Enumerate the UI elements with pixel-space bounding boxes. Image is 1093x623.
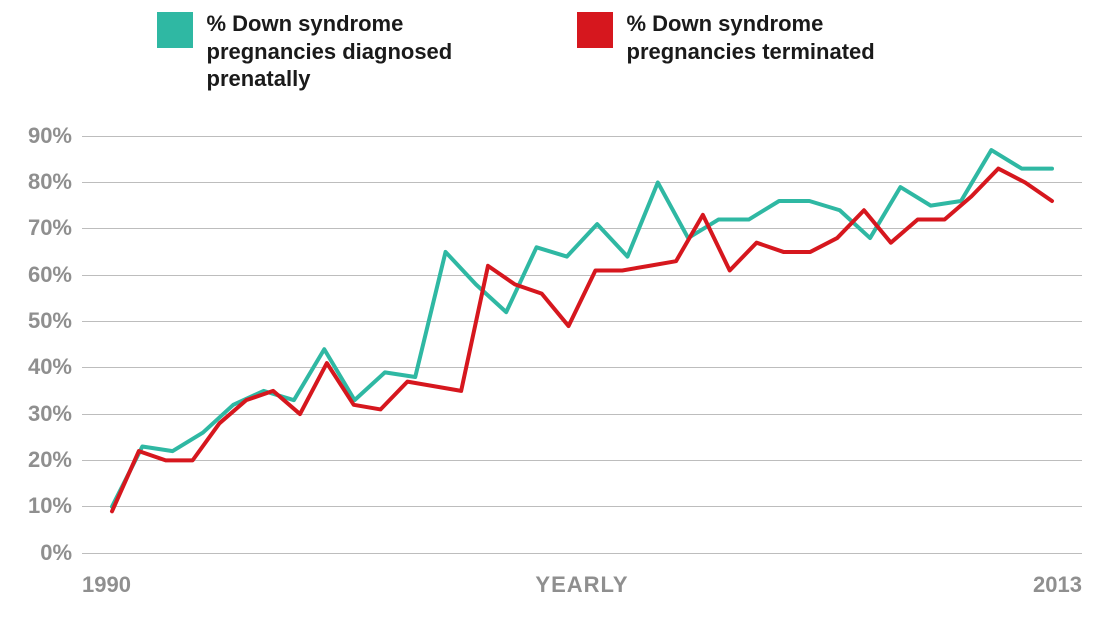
y-tick-label: 60%: [28, 262, 72, 288]
legend-item-diagnosed: % Down syndrome pregnancies diagnosed pr…: [157, 10, 517, 93]
y-tick-label: 80%: [28, 169, 72, 195]
legend-swatch-terminated: [577, 12, 613, 48]
legend-swatch-diagnosed: [157, 12, 193, 48]
line-chart: 0% 10% 20% 30% 40% 50% 60% 70% 80% 90% 1990 YEARL…: [10, 113, 1083, 613]
y-tick-label: 0%: [40, 540, 72, 566]
y-axis-labels: 0%10%20%30%40%50%60%70%80%90%: [10, 113, 82, 553]
y-tick-label: 90%: [28, 123, 72, 149]
chart-lines: [82, 113, 1082, 553]
gridline: [82, 553, 1082, 554]
y-tick-label: 70%: [28, 215, 72, 241]
y-tick-label: 30%: [28, 401, 72, 427]
x-center-label: YEARLY: [535, 572, 628, 598]
series-line-diagnosed: [112, 150, 1052, 507]
legend-label-diagnosed: % Down syndrome pregnancies diagnosed pr…: [207, 10, 517, 93]
y-tick-label: 20%: [28, 447, 72, 473]
legend-item-terminated: % Down syndrome pregnancies terminated: [577, 10, 937, 93]
x-start-label: 1990: [82, 572, 131, 598]
legend-label-terminated: % Down syndrome pregnancies terminated: [627, 10, 937, 65]
series-line-terminated: [112, 168, 1052, 511]
y-tick-label: 40%: [28, 354, 72, 380]
chart-legend: % Down syndrome pregnancies diagnosed pr…: [10, 10, 1083, 93]
x-end-label: 2013: [1033, 572, 1082, 598]
plot-area: [82, 113, 1082, 553]
y-tick-label: 50%: [28, 308, 72, 334]
x-axis-labels: 1990 YEARLY 2013: [82, 565, 1082, 605]
y-tick-label: 10%: [28, 493, 72, 519]
